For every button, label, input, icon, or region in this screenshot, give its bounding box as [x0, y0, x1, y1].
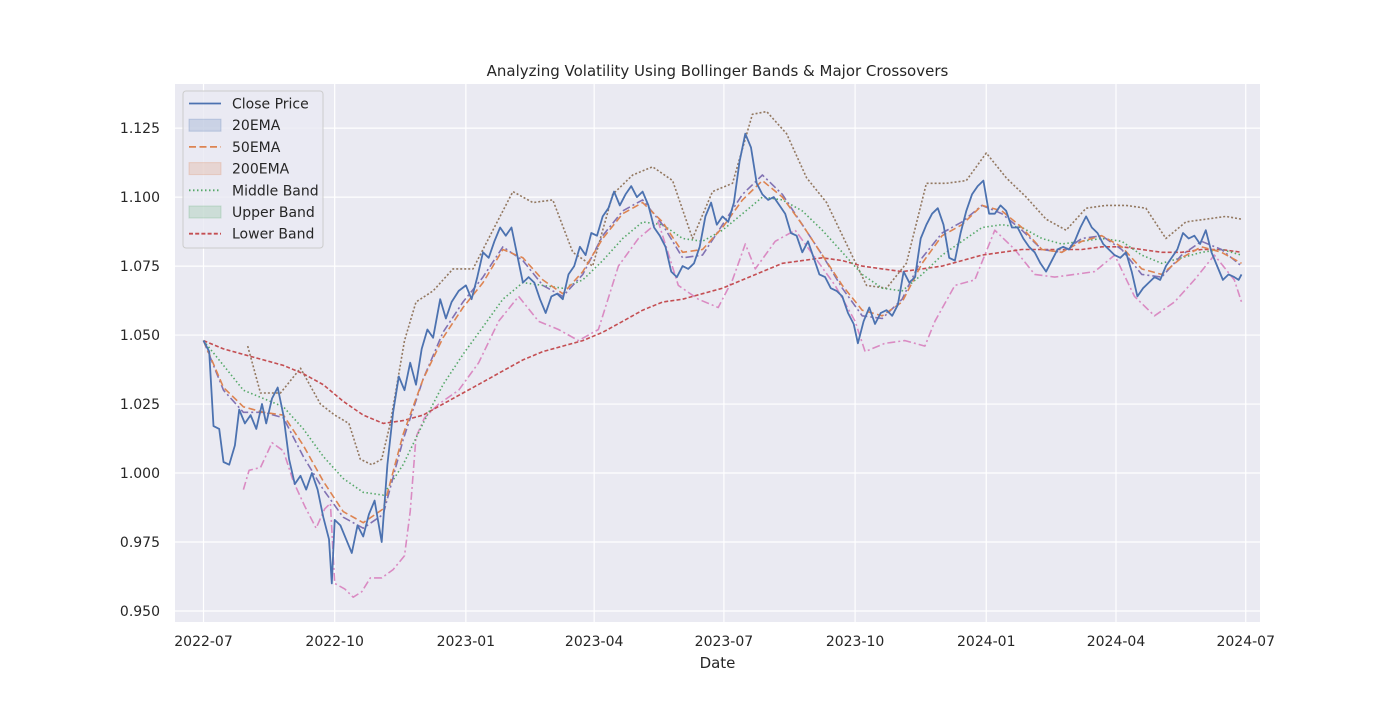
legend-label-close-price: Close Price [232, 97, 309, 113]
x-tick-label: 2023-01 [437, 634, 496, 650]
legend: Close Price 20EMA 50EMA 200EMA Middle Band Up… [182, 90, 324, 249]
x-tick-label: 2023-04 [565, 634, 624, 650]
series-line-close [202, 132, 1243, 585]
x-tick-label: 2022-07 [174, 634, 233, 650]
x-tick-label: 2022-10 [305, 634, 364, 650]
legend-label-200ema: 200EMA [232, 162, 290, 178]
y-tick-labels: 0.950 0.975 1.000 1.025 1.050 1.075 1.100 1.125 [120, 121, 160, 620]
legend-swatch-200ema [188, 162, 222, 176]
x-tick-label: 2024-07 [1216, 634, 1275, 650]
y-tick-label: 1.025 [120, 397, 160, 413]
legend-label-upper-band: Upper Band [232, 205, 315, 221]
plot-area [175, 84, 1260, 622]
series-line-ema20 [202, 174, 1243, 529]
x-tick-label: 2024-01 [957, 634, 1016, 650]
y-tick-label: 1.100 [120, 190, 160, 206]
x-tick-labels: 2022-07 2022-10 2023-01 2023-04 2023-07 2023-… [174, 634, 1275, 650]
legend-swatch-20ema [188, 118, 222, 132]
series-line-middle [202, 196, 1242, 496]
x-axis-label: Date [700, 654, 736, 672]
y-tick-label: 0.950 [120, 604, 160, 620]
series-line-lower-band [242, 221, 1243, 598]
chart-title: Analyzing Volatility Using Bollinger Ban… [487, 62, 949, 80]
x-tick-label: 2024-04 [1087, 634, 1146, 650]
legend-label-20ema: 20EMA [232, 118, 281, 134]
series-line-lower-band-legend [203, 246, 1242, 425]
legend-box [182, 90, 324, 249]
y-tick-label: 1.075 [120, 259, 160, 275]
legend-label-50ema: 50EMA [232, 140, 281, 156]
x-tick-label: 2023-10 [826, 634, 885, 650]
x-tick-label: 2023-07 [695, 634, 754, 650]
legend-label-middle-band: Middle Band [232, 183, 319, 199]
series-group [202, 110, 1243, 598]
y-tick-label: 0.975 [120, 535, 160, 551]
legend-label-lower-band: Lower Band [232, 227, 314, 243]
legend-swatch-upper-band [188, 205, 222, 219]
y-tick-label: 1.050 [120, 328, 160, 344]
y-tick-label: 1.125 [120, 121, 160, 137]
series-line-ema200 [246, 110, 1242, 466]
grid-lines [175, 84, 1260, 622]
y-tick-label: 1.000 [120, 466, 160, 482]
